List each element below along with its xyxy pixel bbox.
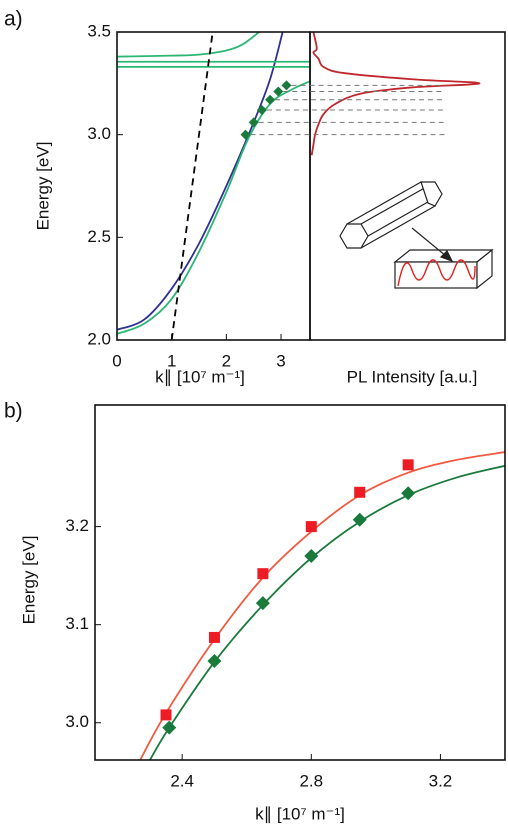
y-tick-label: 3.2 [65, 516, 89, 535]
marker-square [402, 459, 414, 471]
marker-diamond [401, 486, 416, 501]
marker-diamond [207, 653, 222, 668]
x-axis-label: PL Intensity [a.u.] [347, 367, 478, 386]
y-tick-label: 3.1 [65, 614, 89, 633]
x-tick-label: 2.4 [170, 771, 194, 790]
marker-square [257, 568, 269, 580]
x-tick-label: 3.2 [429, 771, 453, 790]
marker-diamond [248, 117, 259, 128]
marker-diamond [352, 512, 367, 527]
curve [139, 451, 505, 760]
y-tick-label: 2.0 [87, 329, 111, 348]
marker-square [305, 521, 317, 533]
curve [149, 464, 505, 760]
y-axis-label: Energy [eV] [33, 142, 52, 231]
plot-area [310, 32, 481, 156]
curve [117, 80, 310, 335]
marker-square [208, 631, 220, 643]
y-tick-label: 3.5 [87, 21, 111, 40]
frame [94, 404, 506, 761]
panel-label: b) [4, 400, 23, 423]
x-tick-label: 1 [167, 351, 176, 370]
marker-diamond [240, 129, 251, 140]
y-tick-label: 3.0 [87, 124, 111, 143]
x-tick-label: 0 [112, 351, 121, 370]
y-tick-label: 2.5 [87, 227, 111, 246]
x-axis-label: k∥ [10⁷ m⁻¹] [155, 367, 245, 386]
y-tick-label: 3.0 [65, 712, 89, 731]
marker-square [160, 709, 172, 721]
frame [309, 31, 506, 341]
plot-area [139, 451, 505, 760]
marker-diamond [256, 105, 267, 116]
curve [310, 32, 481, 156]
x-tick-label: 3 [276, 351, 285, 370]
marker-diamond [273, 86, 284, 97]
plot-area [117, 32, 310, 340]
y-axis-label: Energy [eV] [19, 536, 38, 625]
x-tick-label: 2 [222, 351, 231, 370]
marker-diamond [162, 720, 177, 735]
marker-diamond [281, 80, 292, 91]
panel-label: a) [4, 8, 23, 31]
curve [117, 32, 260, 58]
x-axis-label: k∥ [10⁷ m⁻¹] [255, 804, 345, 823]
inset-sketch [339, 181, 494, 290]
marker-diamond [265, 94, 276, 105]
curve [117, 32, 284, 331]
marker-diamond [255, 596, 270, 611]
curve [170, 32, 214, 340]
marker-diamond [304, 549, 319, 564]
x-tick-label: 2.8 [299, 771, 323, 790]
marker-square [354, 486, 366, 498]
frame [116, 31, 311, 341]
